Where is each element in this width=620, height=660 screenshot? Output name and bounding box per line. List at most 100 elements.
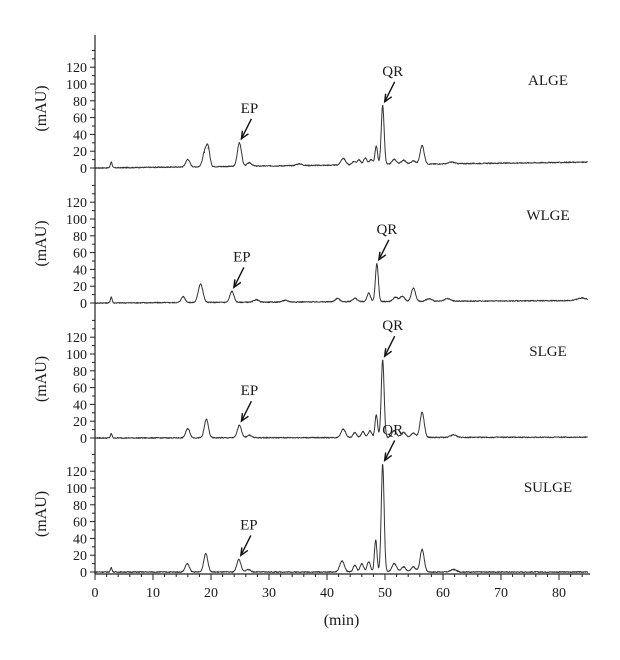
peak-point [298, 163, 300, 165]
sample-label: ALGE [528, 73, 568, 89]
y-tick-label: 60 [73, 516, 87, 531]
y-tick-label: 120 [66, 61, 87, 76]
peak-point [362, 431, 364, 433]
y-tick-label: 0 [80, 566, 87, 581]
peak-point [353, 160, 355, 163]
peak-point [581, 297, 583, 299]
annotation-arrowhead [377, 251, 387, 262]
y-tick-label: 40 [73, 128, 87, 143]
annotation-label: QR [382, 64, 403, 80]
peak-point [187, 428, 189, 430]
y-tick-label: 80 [73, 230, 87, 245]
annotation-arrowhead [232, 279, 242, 289]
y-tick-label: 100 [66, 213, 87, 228]
y-tick-label: 100 [66, 482, 87, 497]
peak-point [199, 283, 202, 285]
annotation-label: QR [382, 422, 403, 438]
annotation-arrowhead [383, 348, 393, 358]
y-tick-label: 20 [73, 415, 87, 430]
peak-point [341, 560, 343, 562]
x-tick-label: 10 [146, 586, 160, 601]
peak-point [342, 428, 344, 430]
peak-point [421, 145, 423, 147]
y-tick-label: 40 [73, 263, 87, 278]
peak-point [204, 151, 206, 154]
annotation-label: EP [241, 101, 259, 117]
y-tick-label: 60 [73, 112, 87, 127]
peak-point [342, 157, 344, 159]
peak-point [238, 424, 241, 426]
peak-point [369, 430, 371, 432]
peak-point [447, 298, 449, 300]
peak-point [238, 142, 241, 144]
peak-point [412, 566, 415, 568]
x-tick-label: 50 [378, 586, 392, 601]
annotation-ep: EP [239, 517, 258, 557]
peak-point [354, 431, 356, 434]
chromatogram-trace [94, 359, 589, 439]
annotation-arrowhead [240, 130, 249, 141]
chromatogram-trace [94, 263, 589, 304]
y-axis-title: (mAU) [33, 85, 50, 131]
y-tick-label: 60 [73, 382, 87, 397]
peak-point [110, 433, 112, 435]
annotation-qr: QR [382, 318, 403, 358]
peak-point [412, 432, 415, 434]
x-tick-label: 30 [262, 586, 276, 601]
x-axis-ticks: 0 10 20 30 40 50 60 70 80 [92, 574, 583, 601]
y-tick-label: 20 [73, 145, 87, 160]
y-tick-label: 40 [73, 532, 87, 547]
annotation-qr: QR [376, 222, 397, 262]
peak-point [358, 159, 360, 161]
peak-point [187, 158, 189, 160]
annotation-arrow [384, 440, 396, 461]
annotation-arrow [384, 81, 396, 103]
y-tick-label: 20 [73, 549, 87, 564]
annotation-arrow [240, 118, 253, 140]
peak-point [110, 161, 112, 163]
annotation-arrowhead [383, 93, 393, 104]
chromatogram-trace [94, 464, 589, 573]
peak-point [368, 292, 370, 294]
annotation-label: QR [382, 318, 403, 334]
peak-point [370, 159, 372, 161]
peak-point [375, 145, 377, 147]
annotation-arrow [378, 239, 390, 261]
peak-point [364, 157, 366, 159]
y-tick-label: 120 [66, 465, 87, 480]
peak-point [231, 290, 233, 292]
peak-point [412, 287, 415, 289]
annotation-arrow [384, 335, 396, 357]
peak-point [421, 548, 423, 550]
annotation-label: EP [241, 383, 259, 399]
peak-point [393, 430, 395, 432]
peak-point [393, 158, 395, 160]
peak-point [247, 568, 249, 571]
peak-point [402, 159, 405, 161]
y-tick-label: 120 [66, 331, 87, 346]
peak-point [182, 296, 184, 298]
annotation-qr: QR [382, 422, 403, 462]
peak-point [354, 564, 356, 566]
sample-label: WLGE [526, 208, 569, 224]
annotation-arrowhead [383, 452, 393, 462]
sample-label: SULGE [524, 480, 572, 496]
peak-point [382, 463, 384, 466]
chromatogram-trace [94, 105, 589, 169]
y-tick-label: 20 [73, 280, 87, 295]
peak-point [375, 414, 377, 416]
y-tick-label: 80 [73, 95, 87, 110]
y-tick-label: 40 [73, 398, 87, 413]
peak-point [248, 162, 250, 164]
x-tick-label: 70 [494, 586, 508, 601]
y-tick-label: 120 [66, 196, 87, 211]
peak-point [336, 297, 339, 300]
x-tick-label: 80 [552, 586, 566, 601]
annotation-qr: QR [382, 64, 403, 104]
annotation-arrow [240, 535, 252, 556]
peak-point [248, 434, 250, 436]
